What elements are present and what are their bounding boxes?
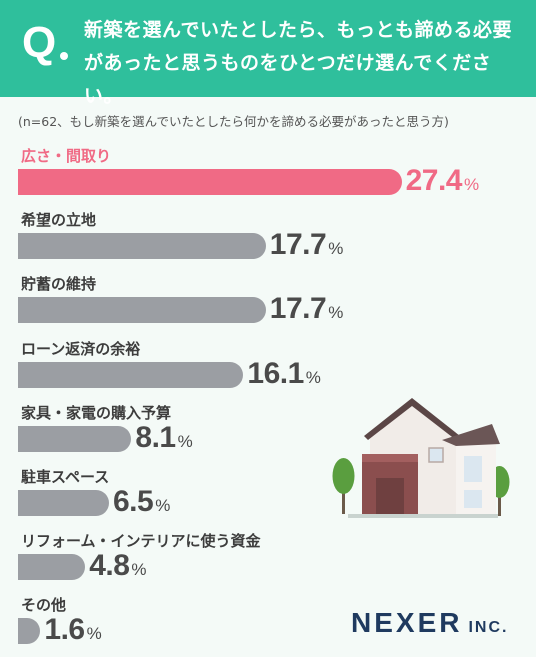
value-unit: % [463,175,480,194]
value-number: 17.7 [269,228,327,262]
bar [18,169,402,195]
question-banner: Q 新築を選んでいたとしたら、もっとも諦める必要があったと思うものをひとつだけ選… [0,0,536,107]
house-illustration [332,398,510,518]
value-number: 27.4 [405,164,463,197]
value-unit: % [86,624,102,644]
question-mark-dot [60,52,68,60]
bar [18,297,266,324]
value-label: 1.6% [44,615,101,649]
logo-suffix: INC. [468,619,509,636]
value-unit: % [305,367,321,387]
value-label: 8.1% [135,420,193,457]
value-unit: % [155,496,171,515]
value-number: 17.7 [269,292,327,326]
bar [18,425,132,452]
bar [18,361,244,388]
sample-note: (n=62、もし新築を選んでいたとしたら何かを諦める必要があったと思う方) [18,114,449,129]
category-label: 希望の立地 [21,211,97,230]
value-unit: % [177,431,193,451]
value-unit: % [328,239,344,259]
bar [18,490,109,516]
value-unit: % [328,303,344,323]
category-label: 駐車スペース [21,468,110,486]
value-label: 17.7% [270,294,344,328]
value-number: 6.5 [113,485,154,518]
value-number: 8.1 [135,420,176,454]
value-unit: % [131,560,147,580]
bar [18,233,266,260]
value-label: 17.7% [270,230,344,264]
value-label: 4.8% [89,551,146,585]
value-label: 6.5% [113,487,170,521]
category-label: 家具・家電の購入予算 [21,403,172,422]
category-label: 貯蓄の維持 [21,275,97,294]
category-label: 広さ・間取り [21,147,112,165]
value-label: 16.1% [247,356,321,393]
value-number: 1.6 [44,613,85,647]
value-number: 4.8 [89,549,130,583]
question-mark: Q [22,18,57,67]
value-label: 27.4% [406,166,480,200]
logo-wordmark: NEXER [351,607,463,638]
bar [18,618,41,645]
nexer-logo: NEXER INC. [351,607,508,639]
category-label: その他 [21,596,67,615]
category-label: リフォーム・インテリアに使う資金 [21,532,261,551]
category-label: ローン返済の余裕 [21,339,141,358]
value-number: 16.1 [247,356,304,390]
question-text: 新築を選んでいたとしたら、もっとも諦める必要があったと思うものをひとつだけ選んで… [84,19,513,107]
bar [18,554,86,581]
